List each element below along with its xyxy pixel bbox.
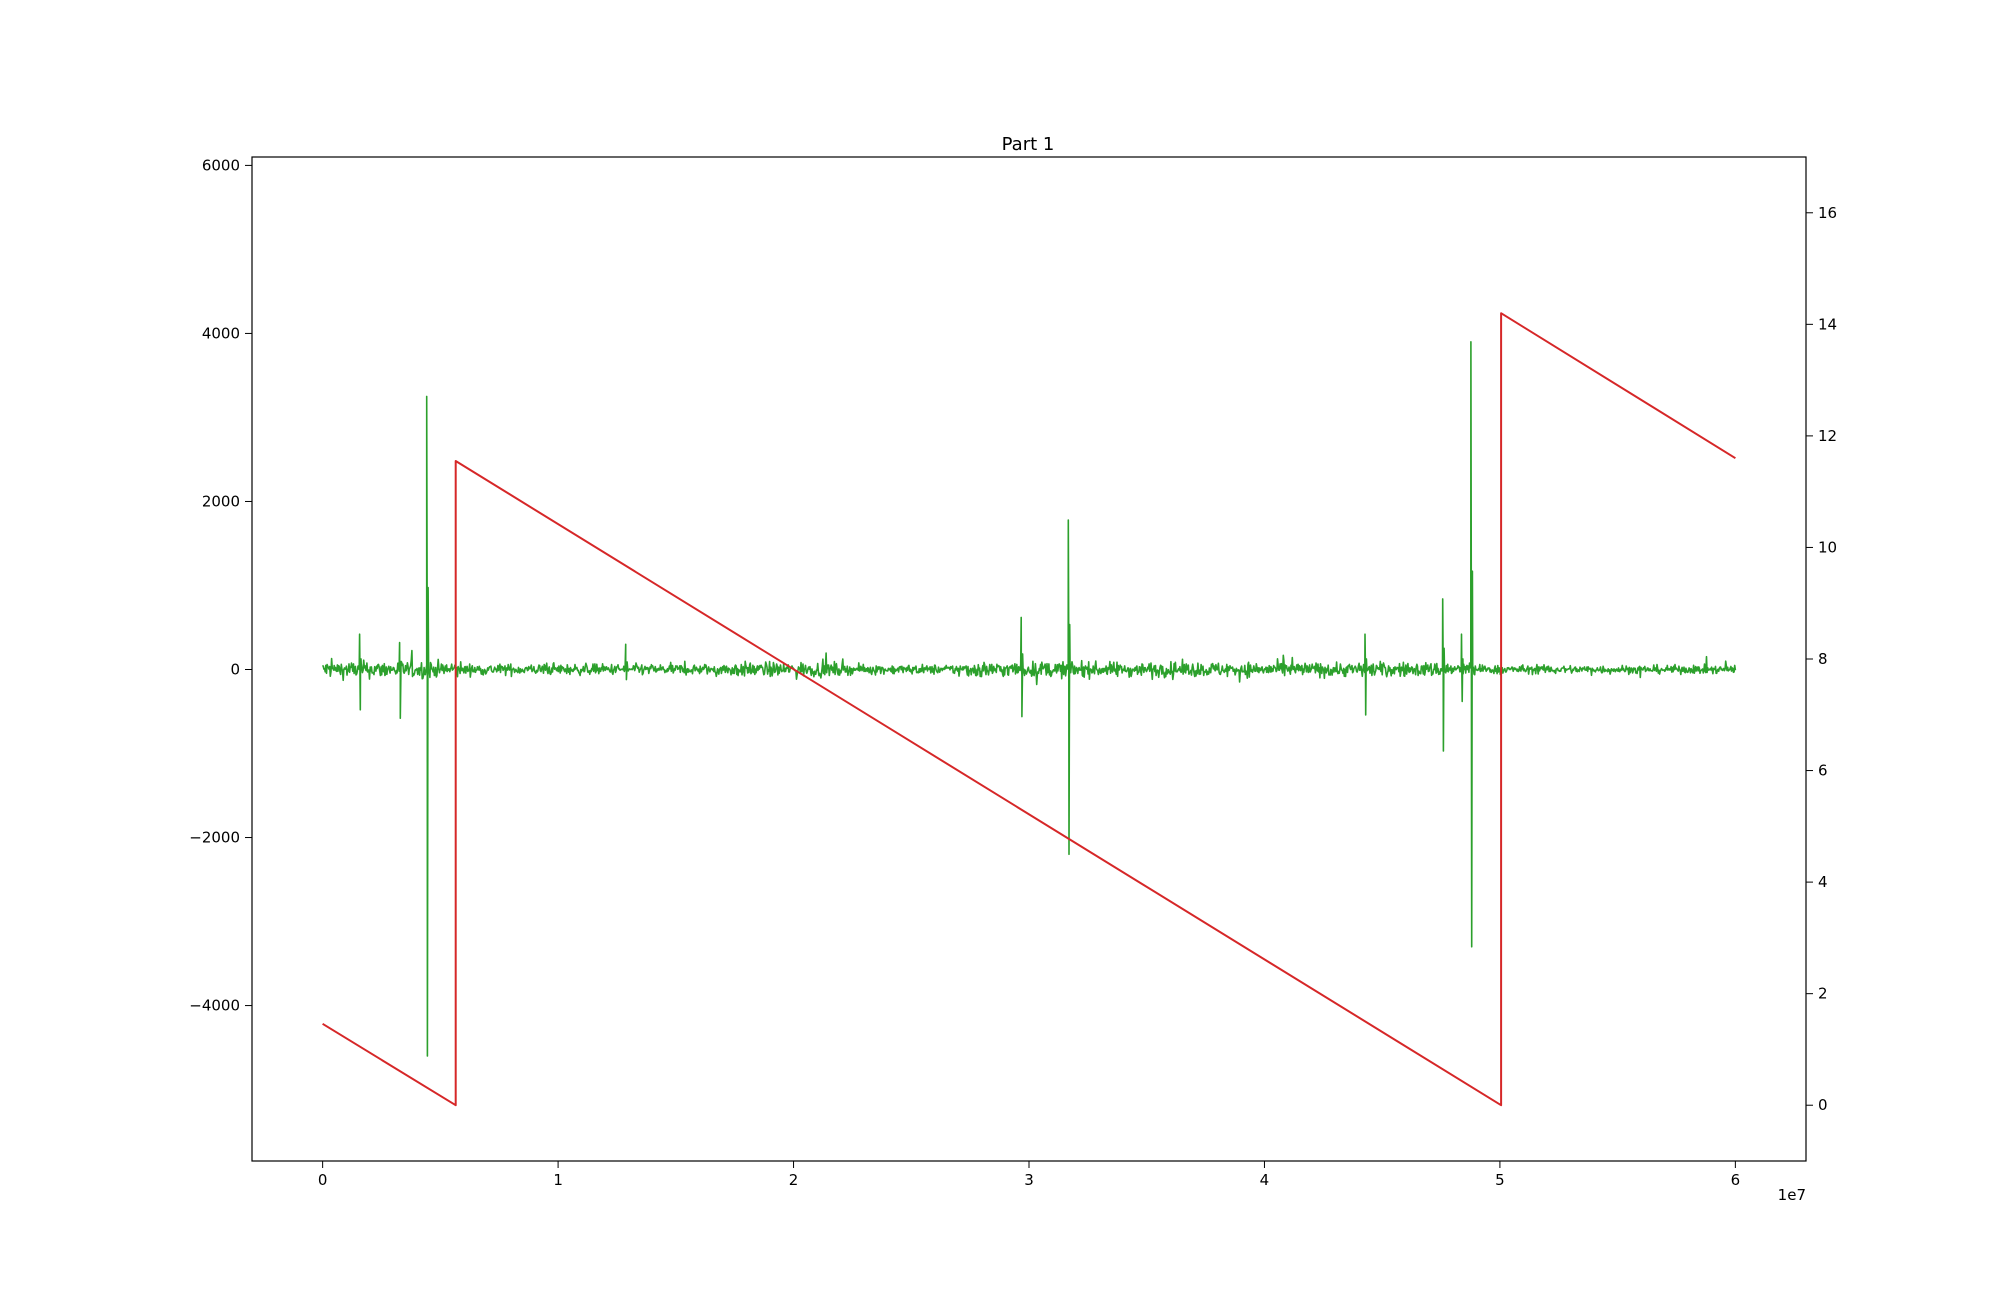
y-right-tick-label: 10: [1818, 538, 1837, 556]
chart-title: Part 1: [1002, 134, 1055, 155]
y-left-tick-label: 4000: [202, 324, 240, 342]
x-tick-label: 0: [318, 1171, 328, 1189]
x-tick-label: 1: [553, 1171, 563, 1189]
y-left-tick-label: 6000: [202, 156, 240, 174]
y-axis-left: −4000 −2000 0 2000 4000 6000: [189, 156, 252, 1015]
y-left-tick-label: 2000: [202, 492, 240, 510]
x-tick-label: 5: [1495, 1171, 1505, 1189]
x-axis-offset-label: 1e7: [1778, 1186, 1806, 1204]
y-right-tick-label: 2: [1818, 985, 1828, 1003]
y-axis-right: 0 2 4 6 8 10 12 14 16: [1806, 204, 1837, 1114]
x-axis: 0 1 2 3 4 5 6: [318, 1161, 1740, 1189]
y-right-tick-label: 6: [1818, 762, 1828, 780]
y-right-tick-label: 12: [1818, 427, 1837, 445]
x-tick-label: 6: [1731, 1171, 1741, 1189]
y-left-tick-label: −2000: [189, 829, 240, 847]
x-tick-label: 3: [1024, 1171, 1034, 1189]
series-green-line: [321, 341, 1737, 1057]
series-red-line: [322, 312, 1736, 1107]
series-green-path: [321, 341, 1737, 1057]
y-right-tick-label: 16: [1818, 204, 1837, 222]
series-red-path: [322, 312, 1736, 1107]
x-tick-label: 4: [1260, 1171, 1270, 1189]
y-right-tick-label: 0: [1818, 1096, 1828, 1114]
y-right-tick-label: 4: [1818, 873, 1828, 891]
plot-area: [321, 312, 1737, 1107]
y-right-tick-label: 14: [1818, 315, 1837, 333]
y-right-tick-label: 8: [1818, 650, 1828, 668]
x-tick-label: 2: [789, 1171, 799, 1189]
y-left-tick-label: 0: [230, 661, 240, 679]
y-left-tick-label: −4000: [189, 997, 240, 1015]
